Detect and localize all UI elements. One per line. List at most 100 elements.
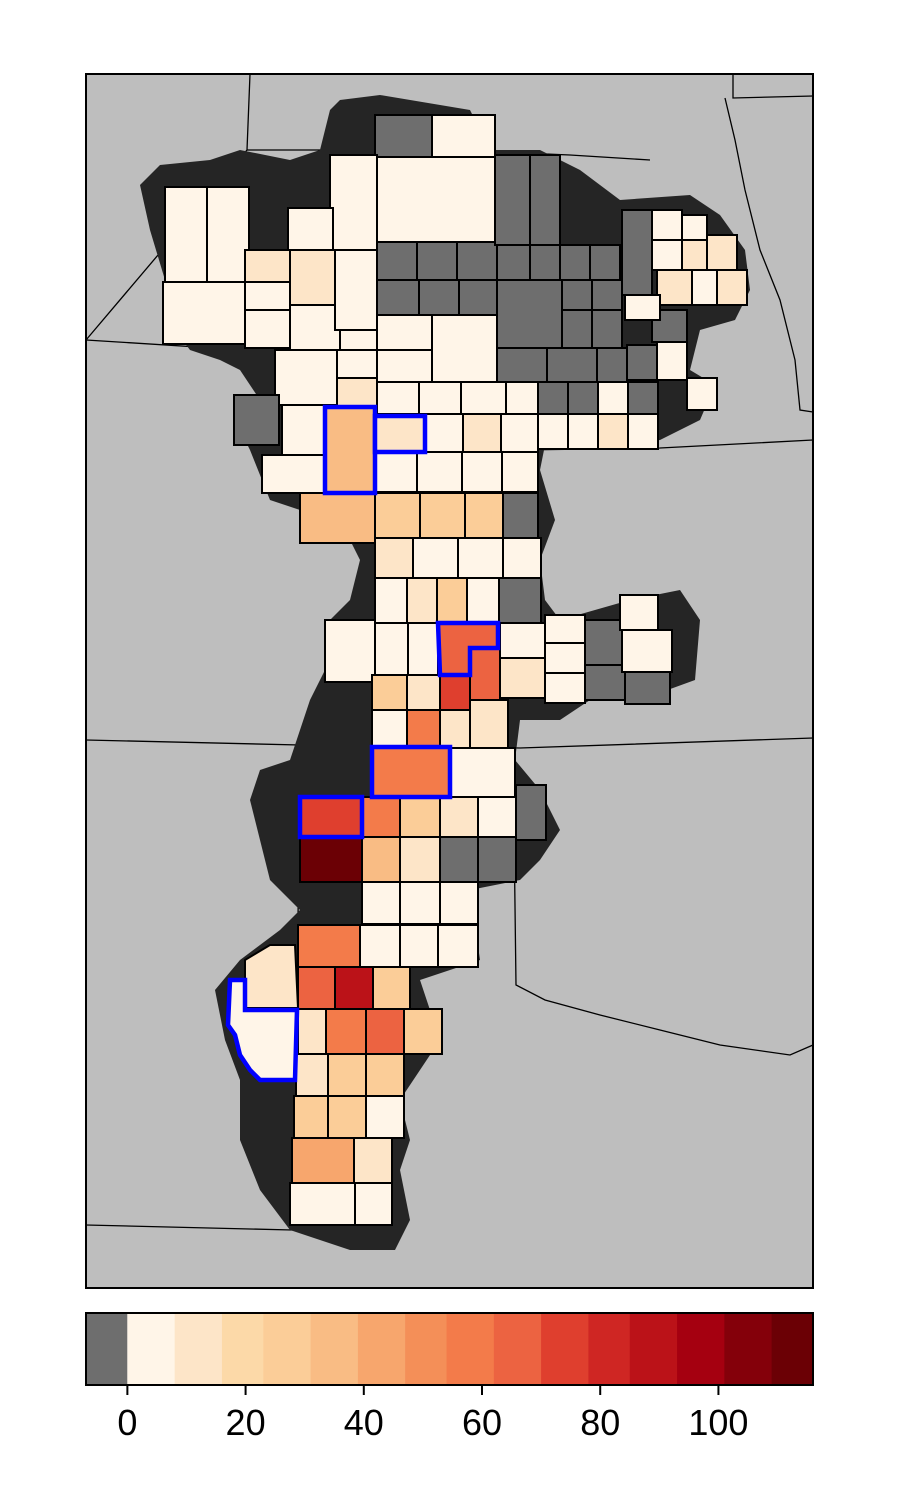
county	[457, 537, 504, 579]
county	[584, 664, 626, 701]
highlighted-county	[322, 404, 378, 496]
legend-tick-label: 60	[462, 1402, 502, 1443]
county	[477, 836, 517, 883]
county	[295, 1053, 329, 1097]
county	[686, 377, 718, 411]
county	[439, 836, 479, 883]
county	[502, 492, 539, 539]
legend-bins	[86, 1313, 814, 1385]
county	[361, 881, 401, 925]
county	[244, 944, 300, 1009]
legend-bin	[221, 1313, 264, 1385]
highlighted-county	[369, 744, 453, 800]
legend-bin	[405, 1313, 448, 1385]
county	[162, 281, 246, 345]
legend-bin	[541, 1313, 589, 1385]
county	[339, 329, 378, 351]
legend-tick-label: 100	[688, 1402, 748, 1443]
county	[336, 349, 378, 379]
county	[505, 381, 539, 415]
county	[359, 924, 401, 968]
legend-bin	[629, 1313, 678, 1385]
county	[544, 642, 586, 674]
county	[439, 709, 471, 749]
county	[327, 1053, 367, 1097]
county	[374, 451, 418, 493]
highlighted-county	[297, 794, 365, 840]
county	[537, 381, 569, 415]
county	[407, 622, 439, 676]
county	[501, 451, 539, 493]
county	[477, 796, 517, 838]
county	[412, 537, 459, 579]
county	[419, 492, 466, 539]
county	[374, 577, 408, 624]
county	[502, 537, 542, 579]
county	[546, 347, 598, 384]
highlighted-county	[225, 977, 300, 1083]
county	[559, 244, 591, 281]
county	[464, 492, 504, 539]
county	[529, 244, 561, 281]
county	[462, 413, 502, 453]
county	[624, 294, 661, 321]
county	[406, 709, 441, 749]
county	[327, 1095, 367, 1139]
county	[281, 404, 325, 456]
county	[469, 699, 509, 749]
county	[293, 1095, 329, 1139]
county	[449, 747, 516, 799]
county	[365, 1008, 405, 1055]
county	[416, 241, 458, 281]
county	[289, 249, 336, 306]
highlighted-county	[372, 413, 428, 455]
county	[406, 577, 438, 624]
county	[656, 269, 693, 306]
county	[691, 269, 718, 306]
county	[499, 657, 546, 699]
county	[439, 881, 479, 925]
county	[627, 413, 659, 450]
county	[619, 594, 659, 631]
county	[431, 114, 496, 158]
county	[406, 674, 441, 711]
county	[716, 269, 748, 306]
county	[651, 309, 688, 343]
legend-bin	[357, 1313, 406, 1385]
county	[297, 966, 336, 1010]
county	[361, 836, 401, 883]
county	[439, 674, 471, 711]
county	[436, 577, 468, 624]
county	[365, 1095, 405, 1139]
county	[500, 413, 539, 453]
highlighted-counties	[225, 404, 501, 1083]
legend-ticks: 0 20 40 60 80 100	[117, 1385, 748, 1443]
county	[334, 966, 374, 1010]
county	[376, 381, 420, 415]
county	[584, 619, 623, 666]
county	[297, 1008, 327, 1055]
county	[399, 836, 441, 883]
county	[461, 451, 503, 493]
county	[681, 239, 708, 271]
county	[591, 279, 623, 311]
county	[334, 249, 378, 331]
county	[376, 156, 496, 243]
legend-bin	[174, 1313, 223, 1385]
county	[567, 381, 599, 415]
county	[537, 413, 569, 450]
county	[437, 924, 479, 968]
county	[499, 622, 546, 659]
county	[621, 629, 673, 673]
county	[206, 186, 250, 295]
county	[498, 577, 542, 624]
county	[494, 154, 531, 246]
county	[291, 1137, 355, 1184]
county	[289, 304, 341, 351]
county	[399, 881, 441, 925]
county	[354, 1182, 393, 1226]
legend-bin	[724, 1313, 773, 1385]
county	[496, 347, 548, 384]
county	[460, 381, 507, 415]
county	[496, 279, 563, 349]
